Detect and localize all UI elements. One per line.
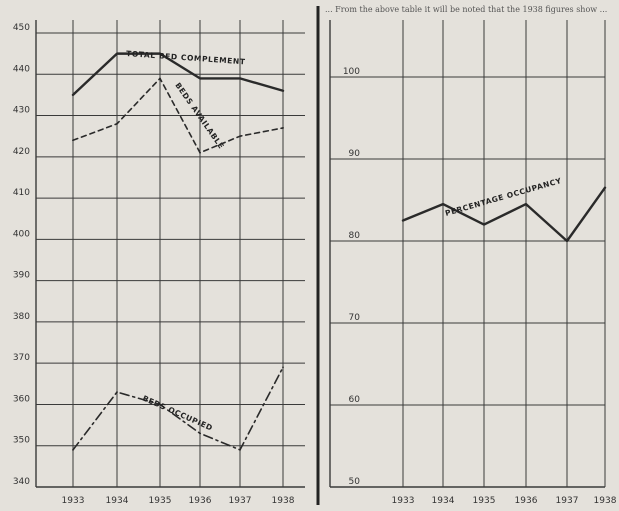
data-point <box>282 366 284 369</box>
chart-panel-2: 50 60 70 80 90 100 1933 1934 1935 1936 1937 1938 <box>329 20 617 506</box>
data-point <box>566 240 568 242</box>
chart-panel-1: 340 350 360 370 380 390 400 410 420 430 440 450 1933… <box>13 20 305 506</box>
y-tick-label: 400 <box>13 229 30 239</box>
data-point <box>239 135 241 138</box>
data-point <box>72 139 74 142</box>
y-tick-label: 410 <box>13 188 30 198</box>
y-tick-label: 50 <box>349 477 361 487</box>
x-tick-label: 1937 <box>229 496 252 506</box>
data-point <box>525 203 527 206</box>
data-point <box>402 219 404 222</box>
y-tick-label: 440 <box>13 64 30 74</box>
y-tick-label: 60 <box>349 395 361 405</box>
series-line <box>401 186 607 243</box>
x-tick-label: 1935 <box>149 496 172 506</box>
y-tick-label: 350 <box>13 436 30 446</box>
y-tick-label: 370 <box>13 353 30 363</box>
x-tick-label: 1938 <box>594 496 617 506</box>
x-tick-label: 1933 <box>62 496 85 506</box>
data-point <box>442 203 444 206</box>
data-point <box>159 52 161 55</box>
y-tick-label: 380 <box>13 312 30 322</box>
series-annotation: TOTAL BED COMPLEMENT <box>126 49 246 66</box>
y-tick-label: 450 <box>13 23 30 33</box>
y-tick-label: 80 <box>349 231 361 241</box>
data-point <box>199 432 201 435</box>
data-point <box>116 52 118 55</box>
y-tick-label: 90 <box>349 149 361 159</box>
x-tick-label: 1936 <box>515 496 538 506</box>
y-tick-label: 100 <box>343 67 360 77</box>
header-text: ... From the above table it will be note… <box>325 5 607 14</box>
data-point <box>239 77 241 80</box>
series-line <box>72 77 284 154</box>
x-tick-label: 1934 <box>432 496 455 506</box>
data-point <box>199 77 201 80</box>
series-annotation: BEDS OCCUPIED <box>141 394 214 433</box>
data-point <box>199 151 201 154</box>
data-point <box>72 448 74 451</box>
y-tick-label: 390 <box>13 271 30 281</box>
y-tick-label: 430 <box>13 106 30 116</box>
y-tick-label: 360 <box>13 394 30 404</box>
data-point <box>116 391 118 393</box>
series-line <box>71 52 285 97</box>
data-point <box>239 448 241 451</box>
series-annotation: PERCENTAGE OCCUPANCY <box>444 176 563 218</box>
data-point <box>282 89 284 92</box>
data-point <box>159 403 161 406</box>
y-tick-label: 420 <box>13 147 30 157</box>
x-tick-label: 1937 <box>556 496 579 506</box>
x-tick-label: 1938 <box>272 496 295 506</box>
data-point <box>116 122 118 125</box>
x-tick-label: 1936 <box>189 496 212 506</box>
x-tick-label: 1935 <box>473 496 496 506</box>
data-point <box>159 77 161 80</box>
x-tick-label: 1933 <box>392 496 415 506</box>
data-point <box>483 223 485 226</box>
y-tick-label: 340 <box>13 477 30 487</box>
y-tick-label: 70 <box>349 313 361 323</box>
x-tick-label: 1934 <box>106 496 129 506</box>
data-point <box>282 127 284 129</box>
data-point <box>604 186 606 189</box>
series-line <box>72 366 284 451</box>
data-point <box>72 94 74 96</box>
